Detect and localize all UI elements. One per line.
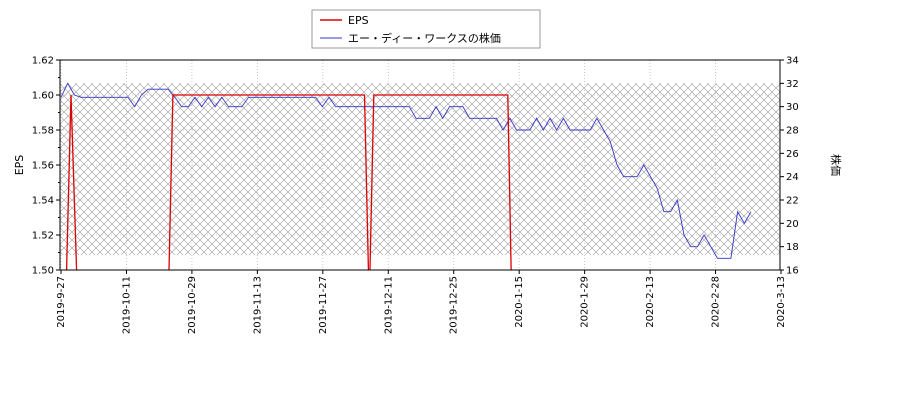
x-tick-label-1: 2019-10-11: [121, 276, 132, 334]
legend: EPS エー・ディー・ワークスの株価: [311, 9, 541, 49]
right-tick-label-2: 20: [786, 219, 799, 230]
x-tick-label-4: 2019-11-27: [318, 276, 329, 334]
right-tick-label-8: 32: [786, 79, 799, 90]
series-eps-line: [65, 94, 512, 270]
x-tick-label-8: 2020-1-29: [580, 276, 591, 328]
x-tick-label-3: 2019-11-13: [252, 276, 263, 334]
right-tick-label-6: 28: [786, 126, 799, 137]
right-tick-label-1: 18: [786, 242, 799, 253]
x-tick-label-2: 2019-10-29: [187, 276, 198, 334]
left-tick-label-0: 1.50: [32, 266, 54, 277]
series-layer: [60, 82, 752, 270]
axes: 1.50 1.52 1.54 1.56 1.58 1.60 1.62 16 18 20 22 24 26…: [32, 56, 799, 335]
hatch-band: [60, 83, 780, 255]
left-tick-label-4: 1.58: [32, 126, 54, 137]
series-price-line: [60, 82, 752, 259]
left-tick-label-1: 1.52: [32, 231, 54, 242]
right-tick-label-3: 22: [786, 196, 799, 207]
left-tick-label-2: 1.54: [32, 196, 54, 207]
legend-label-price: エー・ディー・ワークスの株価: [348, 31, 501, 45]
left-tick-label-3: 1.56: [32, 161, 54, 172]
right-tick-label-9: 34: [786, 56, 799, 67]
left-tick-label-5: 1.60: [32, 91, 54, 102]
left-tick-label-6: 1.62: [32, 56, 54, 67]
legend-box: [311, 9, 541, 49]
right-tick-label-5: 26: [786, 149, 799, 160]
x-tick-label-10: 2020-2-28: [711, 276, 722, 328]
right-tick-label-4: 24: [786, 172, 799, 183]
x-tick-label-7: 2020-1-15: [514, 276, 525, 328]
x-tick-label-5: 2019-12-11: [383, 276, 394, 334]
x-tick-label-9: 2020-2-13: [645, 276, 656, 328]
right-axis-title: 株価: [829, 154, 843, 176]
x-tick-label-11: 2020-3-13: [776, 276, 787, 328]
legend-label-eps: EPS: [348, 14, 369, 27]
right-tick-label-7: 30: [786, 102, 799, 113]
right-tick-label-0: 16: [786, 266, 799, 277]
left-axis-title: EPS: [13, 155, 26, 176]
x-tick-label-0: 2019-9-27: [56, 276, 67, 328]
x-tick-label-6: 2019-12-25: [449, 276, 460, 334]
